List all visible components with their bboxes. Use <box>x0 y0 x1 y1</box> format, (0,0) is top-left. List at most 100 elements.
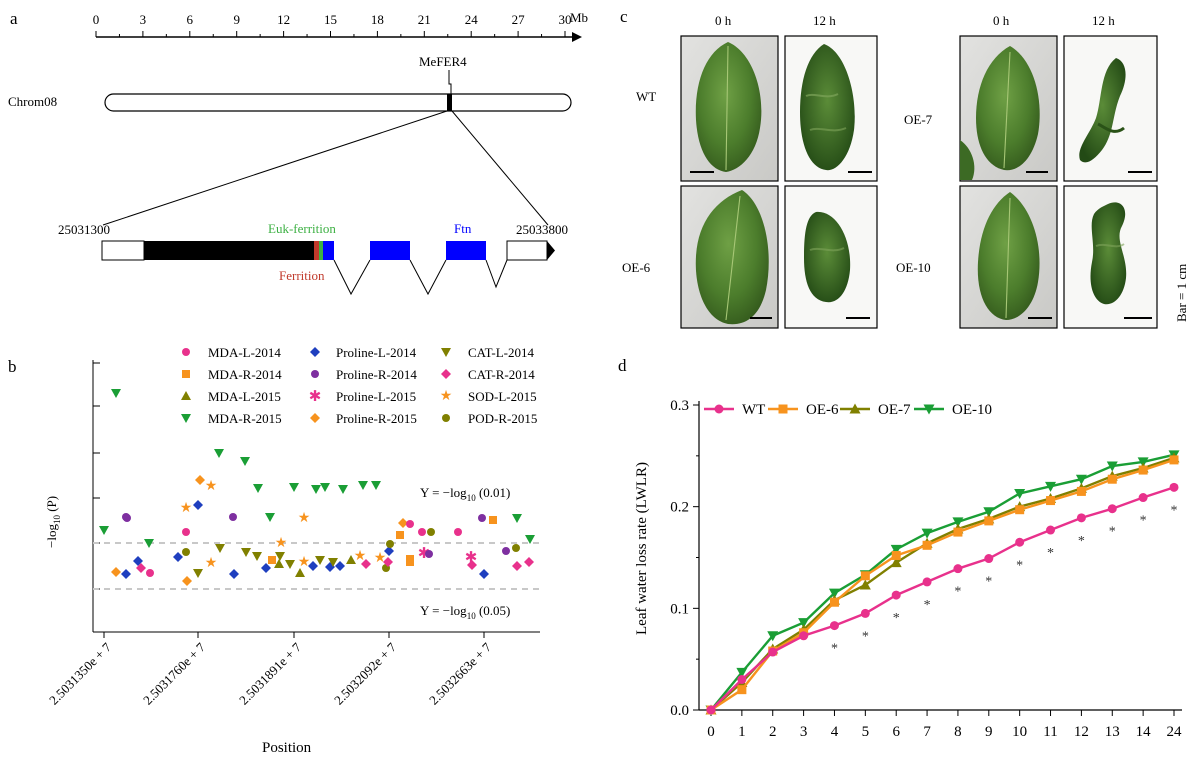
data-point <box>953 564 963 574</box>
data-point <box>890 544 902 555</box>
data-point <box>736 667 748 678</box>
gwas-point <box>295 568 305 577</box>
svg-text:★: ★ <box>205 479 218 494</box>
gwas-points: ★ ★ ★ ★ ★ ★ ★ ✱ ✱ ★ <box>99 389 535 586</box>
gene-locus-marker <box>447 94 452 111</box>
gwas-point <box>489 516 497 524</box>
svg-text:✱: ✱ <box>309 389 322 405</box>
threshold-label-001: Y = −log10 (0.01) <box>420 485 510 503</box>
legend-label: CAT-R-2014 <box>468 367 535 382</box>
gwas-point <box>195 475 205 485</box>
gwas-point: ★ <box>298 511 311 526</box>
d-x-tick-label: 8 <box>954 724 962 740</box>
legend-marker <box>310 347 320 357</box>
svg-text:★: ★ <box>205 556 218 571</box>
b-x-ticks: 2.5031350e + 7 2.5031760e + 7 2.5031891e +… <box>46 632 494 708</box>
data-point <box>767 631 779 642</box>
mb-tick-label: 18 <box>371 12 384 27</box>
gwas-point <box>328 558 338 567</box>
d-y-tick-label: 0.0 <box>670 703 689 719</box>
chrom-label: Chrom08 <box>8 94 57 109</box>
data-point <box>890 557 902 568</box>
data-point <box>829 621 839 631</box>
data-point <box>799 631 809 641</box>
data-point <box>1076 513 1086 523</box>
data-point <box>1015 537 1025 547</box>
end-coord: 25033800 <box>516 222 568 237</box>
d-x-tick-label: 12 <box>1074 724 1089 740</box>
legend-label: OE-10 <box>952 402 992 418</box>
legend-marker <box>849 403 861 414</box>
legend-label: SOD-L-2015 <box>468 389 537 404</box>
gwas-point <box>136 563 146 573</box>
legend-marker <box>182 370 190 378</box>
row-label-oe6: OE-6 <box>622 260 651 275</box>
gwas-point <box>386 540 394 548</box>
legend-label: MDA-R-2014 <box>208 367 282 382</box>
data-point <box>1107 504 1117 514</box>
d-x-tick-label: 3 <box>800 724 808 740</box>
mb-tick-label: 27 <box>512 12 526 27</box>
series-line-oe-6 <box>710 458 1175 712</box>
data-point <box>706 705 716 715</box>
panel-d: d Leaf water loss rate (LWLR) WT OE-6 OE-7… <box>618 356 1182 740</box>
gwas-point <box>146 569 154 577</box>
d-x-tick-label: 1 <box>738 724 746 740</box>
gwas-point <box>425 550 433 558</box>
significance-star: * <box>954 585 961 600</box>
significance-star: * <box>1047 546 1054 561</box>
svg-text:★: ★ <box>298 555 311 570</box>
gwas-point: ★ <box>180 501 193 516</box>
significance-star: * <box>985 575 992 590</box>
axis-unit: Mb <box>570 10 588 25</box>
d-y-tick-label: 0.2 <box>670 500 689 516</box>
photo-oe7-12h <box>1063 35 1158 182</box>
data-point <box>1014 488 1026 499</box>
gwas-point <box>398 518 408 528</box>
gene-label-leader <box>448 70 452 94</box>
legend-marker <box>310 413 320 423</box>
legend-label: MDA-L-2015 <box>208 389 281 404</box>
chromosome-bar <box>104 93 572 112</box>
svg-text:★: ★ <box>440 389 453 404</box>
svg-text:✱: ✱ <box>418 546 431 562</box>
exon-1-black <box>144 241 314 260</box>
photo-oe6-12h <box>784 185 878 329</box>
gwas-point <box>454 528 462 536</box>
svg-text:★: ★ <box>275 536 288 551</box>
b-y-label: −log10 (P) <box>44 496 62 548</box>
gwas-point <box>418 528 426 536</box>
euk-label: Euk-ferrition <box>268 221 336 236</box>
significance-star: * <box>1140 514 1147 529</box>
gwas-point <box>182 576 192 586</box>
gene-model <box>101 240 555 296</box>
intron-2 <box>409 259 447 296</box>
legend-label: OE-6 <box>806 402 839 418</box>
svg-text:★: ★ <box>298 511 311 526</box>
legend-label: Proline-R-2014 <box>336 367 417 382</box>
threshold-label-005: Y = −log10 (0.05) <box>420 603 510 621</box>
gwas-point <box>241 548 251 557</box>
ftn-label: Ftn <box>454 221 472 236</box>
gwas-point <box>99 526 109 535</box>
legend-marker: ★ <box>440 389 453 404</box>
d-y-tick-label: 0.1 <box>670 601 689 617</box>
leaf-image <box>695 42 762 172</box>
gwas-point <box>512 544 520 552</box>
zoom-line-right <box>451 110 549 226</box>
gwas-point <box>111 389 121 398</box>
exon-3 <box>446 241 486 260</box>
data-point <box>983 507 995 518</box>
photo-oe10-12h <box>1063 185 1158 329</box>
data-point <box>891 590 901 600</box>
gwas-point <box>315 556 325 565</box>
data-point <box>737 675 747 684</box>
significance-star: * <box>1109 525 1116 540</box>
b-x-tick-label: 2.5032663e + 7 <box>426 639 494 707</box>
data-point <box>1046 496 1056 506</box>
d-x-tick-label: 11 <box>1043 724 1057 740</box>
gwas-point <box>144 539 154 548</box>
gwas-point <box>182 548 190 556</box>
gwas-point <box>229 513 237 521</box>
gwas-point <box>261 563 271 573</box>
